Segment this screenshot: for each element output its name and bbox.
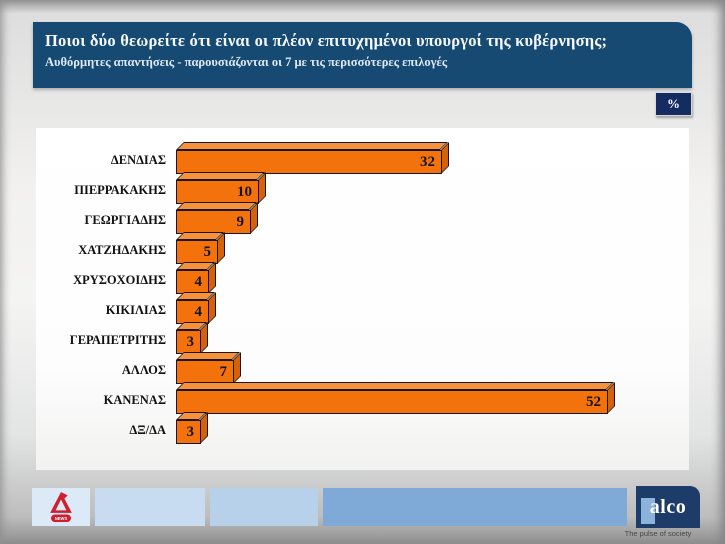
header: Ποιοι δύο θεωρείτε ότι είναι οι πλέον επ… (33, 22, 692, 88)
chart-row: ΔΕΝΔΙΑΣ 32 (40, 144, 685, 174)
footer-bar-2 (95, 488, 205, 526)
value-label: 4 (194, 274, 203, 290)
value-label: 32 (420, 154, 435, 170)
alco-accent-block (641, 498, 655, 524)
bar: 32 (176, 150, 442, 174)
category-label: ΚΑΝΕΝΑΣ (103, 393, 166, 407)
bar: 7 (176, 360, 234, 384)
chart-row: ΚΑΝΕΝΑΣ 52 (40, 384, 685, 414)
chart-row: ΠΙΕΡΡΑΚΑΚΗΣ 10 (40, 174, 685, 204)
category-label: ΔΞ/ΔΑ (129, 423, 166, 437)
footer-color-strip: NEWS (32, 488, 627, 526)
percent-unit-badge: % (655, 92, 692, 116)
value-label: 7 (219, 364, 228, 380)
chart-title: Ποιοι δύο θεωρείτε ότι είναι οι πλέον επ… (45, 31, 608, 50)
category-label: ΠΙΕΡΡΑΚΑΚΗΣ (74, 183, 166, 197)
alco-wordmark: alco (649, 496, 687, 518)
bar: 3 (176, 420, 201, 444)
chart-row: ΓΕΡΑΠΕΤΡΙΤΗΣ 3 (40, 324, 685, 354)
footer-bar-3 (210, 488, 318, 526)
category-label: ΓΕΡΑΠΕΤΡΙΤΗΣ (69, 333, 166, 347)
footer-bar-1: NEWS (32, 488, 90, 526)
value-label: 3 (186, 424, 195, 440)
value-label: 4 (194, 304, 203, 320)
chart-row: ΔΞ/ΔΑ 3 (40, 414, 685, 444)
category-label: ΧΑΤΖΗΔΑΚΗΣ (78, 243, 166, 257)
category-label: ΔΕΝΔΙΑΣ (110, 153, 166, 167)
bar: 5 (176, 240, 218, 264)
bar: 3 (176, 330, 201, 354)
value-label: 10 (237, 184, 252, 200)
footer-bar-4 (323, 488, 627, 526)
bar: 10 (176, 180, 259, 204)
chart-row: ΚΙΚΙΛΙΑΣ 4 (40, 294, 685, 324)
category-label: ΑΛΛΟΣ (121, 363, 166, 377)
category-label: ΚΙΚΙΛΙΑΣ (105, 303, 166, 317)
chart-row: ΑΛΛΟΣ 7 (40, 354, 685, 384)
alco-tagline: The pulse of society (624, 529, 692, 538)
bar: 9 (176, 210, 251, 234)
chart-row: ΧΡΥΣΟΧΟΙΔΗΣ 4 (40, 264, 685, 294)
bar: 52 (176, 390, 608, 414)
alpha-news-logo-icon: NEWS (50, 492, 72, 522)
bar: 4 (176, 300, 209, 324)
value-label: 9 (236, 214, 245, 230)
chart-row: ΧΑΤΖΗΔΑΚΗΣ 5 (40, 234, 685, 264)
bar: 4 (176, 270, 209, 294)
value-label: 52 (586, 394, 601, 410)
alpha-news-label: NEWS (55, 516, 68, 521)
bar-chart: ΔΕΝΔΙΑΣ 32 ΠΙΕΡΡΑΚΑΚΗΣ 10 ΓΕΩΡΓΙΑΔΗΣ 9 ΧΑΤΖΗΔΑ… (40, 144, 685, 444)
value-label: 5 (203, 244, 212, 260)
value-label: 3 (186, 334, 195, 350)
category-label: ΧΡΥΣΟΧΟΙΔΗΣ (73, 273, 166, 287)
chart-subtitle: Αυθόρμητες απαντήσεις - παρουσιάζονται ο… (45, 55, 448, 69)
alco-logo: alco (636, 486, 700, 528)
chart-row: ΓΕΩΡΓΙΑΔΗΣ 9 (40, 204, 685, 234)
category-label: ΓΕΩΡΓΙΑΔΗΣ (84, 213, 166, 227)
